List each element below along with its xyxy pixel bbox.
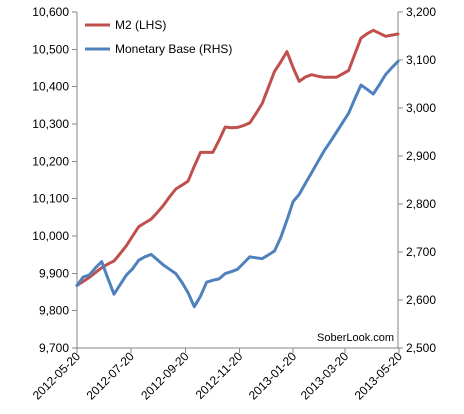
x-tick-label: 2012-11-20	[193, 349, 246, 402]
legend: M2 (LHS) Monetary Base (RHS)	[85, 18, 232, 56]
left-y-tick-label: 9,700	[39, 341, 69, 355]
right-y-tick-label: 2,800	[406, 197, 436, 211]
axes	[72, 11, 403, 353]
watermark-text: SoberLook.com	[317, 332, 394, 344]
right-y-tick-label: 2,600	[406, 293, 436, 307]
legend-label: Monetary Base (RHS)	[115, 42, 232, 56]
x-tick-label: 2012-05-20	[30, 349, 84, 403]
left-y-tick-label: 9,800	[39, 304, 69, 318]
x-tick-label: 2012-07-20	[84, 349, 138, 403]
x-tick-label: 2012-09-20	[138, 349, 192, 403]
right-y-tick-label: 2,500	[406, 341, 436, 355]
x-tick-label: 2013-01-20	[246, 349, 300, 403]
x-tick-label: 2013-03-20	[298, 349, 352, 403]
legend-label: M2 (LHS)	[115, 18, 166, 32]
x-tick-label: 2013-05-20	[352, 349, 406, 403]
left-y-tick-label: 10,200	[32, 154, 69, 168]
left-y-tick-label: 10,400	[32, 80, 69, 94]
series-lines	[75, 28, 400, 309]
right-y-tick-label: 3,100	[406, 53, 436, 67]
left-y-tick-label: 9,900	[39, 266, 69, 280]
right-y-tick-label: 3,000	[406, 101, 436, 115]
right-y-tick-label: 2,700	[406, 245, 436, 259]
right-y-tick-label: 2,900	[406, 149, 436, 163]
m2-series-line	[75, 28, 400, 287]
right-y-tick-label: 3,200	[406, 5, 436, 19]
left-y-tick-label: 10,100	[32, 192, 69, 206]
left-y-tick-label: 10,500	[32, 42, 69, 56]
left-y-tick-label: 10,000	[32, 229, 69, 243]
left-y-tick-label: 10,600	[32, 5, 69, 19]
left-y-tick-label: 10,300	[32, 117, 69, 131]
monetary-base-series-line	[75, 59, 400, 309]
